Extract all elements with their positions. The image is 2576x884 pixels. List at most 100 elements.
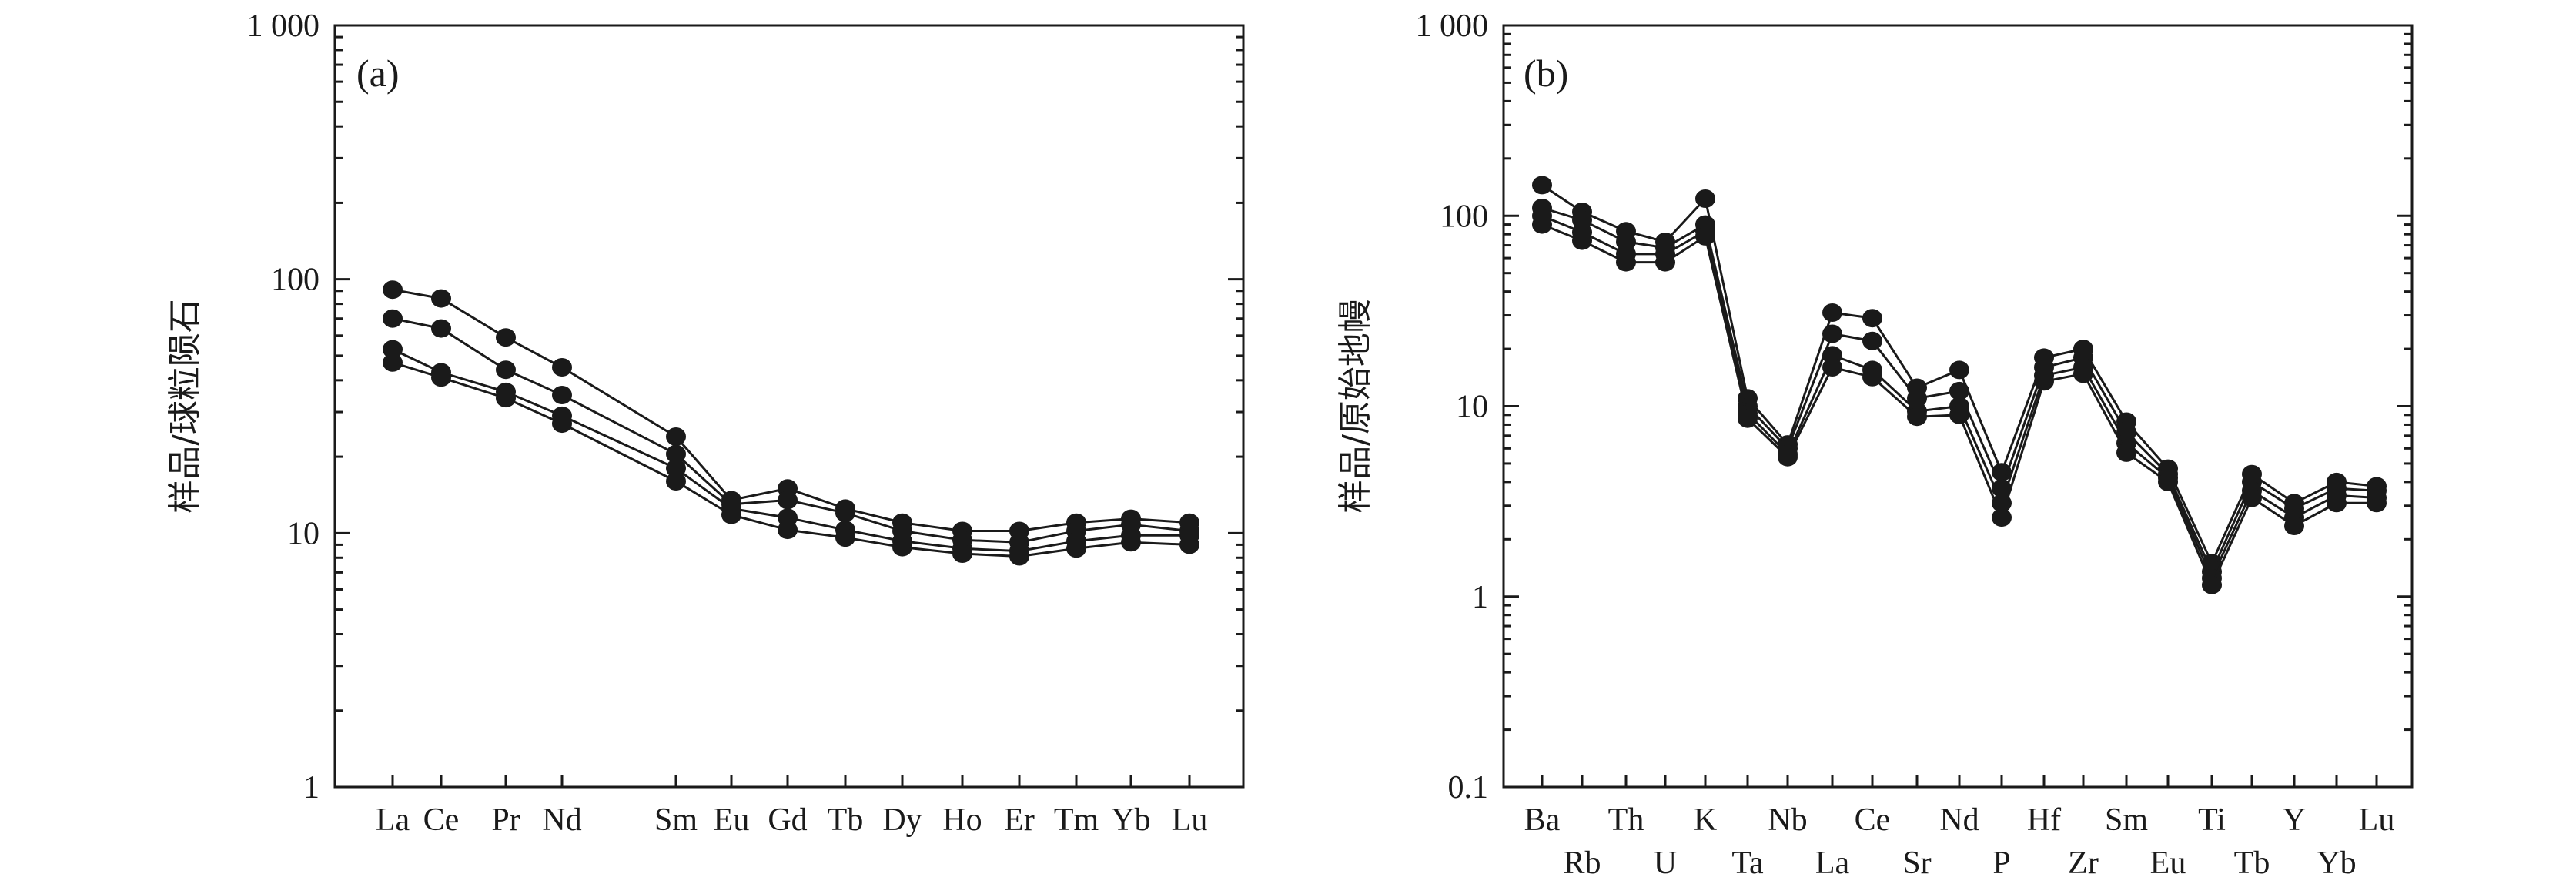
x-tick-label-er: Er bbox=[1004, 802, 1035, 838]
data-point-sm bbox=[666, 472, 686, 491]
x-tick-label-p: P bbox=[1992, 845, 2010, 881]
x-tick-label-ce: Ce bbox=[423, 802, 460, 838]
data-point-la bbox=[1822, 358, 1842, 377]
x-tick-label-la: La bbox=[376, 802, 410, 838]
x-tick-label-gd: Gd bbox=[768, 802, 807, 838]
data-point-eu bbox=[2158, 472, 2178, 491]
data-point-pr bbox=[496, 328, 516, 347]
y-tick-label: 10 bbox=[1456, 390, 1488, 425]
y-tick-label: 1 bbox=[303, 770, 319, 805]
data-point-ce bbox=[1862, 331, 1882, 350]
x-tick-label-tm: Tm bbox=[1054, 802, 1099, 838]
data-point-th bbox=[1616, 253, 1636, 272]
x-tick-label-k: K bbox=[1694, 802, 1717, 838]
series-2 bbox=[383, 309, 1199, 552]
data-point-la bbox=[383, 340, 403, 359]
data-point-tb bbox=[835, 504, 855, 523]
x-tick-label-la: La bbox=[1815, 845, 1850, 881]
data-point-u bbox=[1655, 253, 1675, 272]
data-point-sm bbox=[666, 427, 686, 446]
data-point-tb bbox=[835, 528, 855, 547]
data-point-gd bbox=[778, 491, 798, 510]
data-point-lu bbox=[2367, 494, 2387, 513]
x-tick-label-tb: Tb bbox=[2234, 845, 2270, 881]
x-tick-label-yb: Yb bbox=[1111, 802, 1150, 838]
data-point-ce bbox=[431, 289, 451, 308]
y-tick-label: 10 bbox=[287, 516, 319, 551]
data-point-la bbox=[383, 353, 403, 372]
x-tick-label-lu: Lu bbox=[1172, 802, 1208, 838]
series-4 bbox=[1532, 215, 2387, 594]
data-point-sm bbox=[666, 459, 686, 478]
data-point-rb bbox=[1572, 231, 1592, 250]
y-axis-title: 样品/球粒陨石 bbox=[166, 299, 205, 514]
data-point-tm bbox=[1066, 539, 1086, 558]
panel-label: (b) bbox=[1524, 52, 1568, 95]
data-point-tb bbox=[2242, 488, 2262, 507]
panel-a-ree-pattern: 1 10 100 1 000 (a) 样品/球粒陨石 La Ce Pr Nd Sm Eu Gd Tb Dy H… bbox=[166, 8, 1245, 838]
y-tick-label: 1 000 bbox=[247, 8, 320, 44]
data-point-nd bbox=[1949, 405, 1969, 424]
data-point-ta bbox=[1738, 409, 1758, 428]
x-tick-label-ba: Ba bbox=[1524, 802, 1561, 838]
data-point-pr bbox=[496, 360, 516, 380]
x-tick-label-rb: Rb bbox=[1563, 845, 1601, 881]
data-point-ce bbox=[431, 368, 451, 387]
x-tick-label-zr: Zr bbox=[2068, 845, 2099, 881]
data-point-la bbox=[1822, 303, 1842, 322]
x-tick-label-dy: Dy bbox=[882, 802, 922, 838]
data-point-ba bbox=[1532, 176, 1552, 195]
data-point-sm bbox=[2116, 443, 2136, 462]
x-tick-label-pr: Pr bbox=[491, 802, 520, 838]
data-point-sr bbox=[1907, 407, 1927, 427]
x-tick-label-tb: Tb bbox=[828, 802, 864, 838]
x-tick-label-hf: Hf bbox=[2027, 802, 2061, 838]
y-tick-label: 100 bbox=[271, 263, 319, 298]
data-point-ba bbox=[1532, 215, 1552, 234]
data-point-sm bbox=[666, 444, 686, 464]
series-line bbox=[392, 317, 1190, 544]
data-point-ce bbox=[1862, 367, 1882, 387]
data-point-p bbox=[1992, 508, 2012, 527]
data-point-hf bbox=[2034, 372, 2054, 391]
x-tick-label-sr: Sr bbox=[1902, 845, 1931, 881]
data-point-nd bbox=[1949, 360, 1969, 380]
x-tick-label-y: Y bbox=[2283, 802, 2306, 838]
data-point-la bbox=[1822, 324, 1842, 343]
panel-label: (a) bbox=[356, 52, 400, 95]
data-point-k bbox=[1695, 226, 1715, 246]
data-point-k bbox=[1695, 189, 1715, 208]
plot-frame bbox=[333, 24, 1245, 789]
data-point-dy bbox=[892, 537, 912, 557]
x-tick-label-ta: Ta bbox=[1731, 845, 1764, 881]
data-point-y bbox=[2284, 517, 2304, 535]
x-tick-label-sm: Sm bbox=[654, 802, 698, 838]
data-point-nd bbox=[552, 386, 572, 404]
data-point-lu bbox=[1179, 535, 1199, 554]
data-point-gd bbox=[778, 521, 798, 540]
x-tick-label-eu: Eu bbox=[2150, 845, 2186, 881]
data-point-nd bbox=[552, 414, 572, 434]
data-point-pr bbox=[496, 389, 516, 408]
data-point-nb bbox=[1778, 447, 1798, 467]
y-axis-title: 样品/原始地幔 bbox=[1336, 299, 1375, 514]
y-tick-label: 100 bbox=[1440, 199, 1488, 234]
x-tick-label-lu: Lu bbox=[2359, 802, 2395, 838]
x-tick-label-ce: Ce bbox=[1855, 802, 1891, 838]
x-tick-label-nd: Nd bbox=[542, 802, 581, 838]
series-1 bbox=[1532, 176, 2387, 573]
x-tick-label-eu: Eu bbox=[714, 802, 750, 838]
data-point-nd bbox=[1949, 381, 1969, 400]
data-point-zr bbox=[2073, 364, 2093, 383]
data-point-nd bbox=[552, 358, 572, 377]
x-tick-label-ho: Ho bbox=[942, 802, 982, 838]
y-tick-label: 0.1 bbox=[1448, 770, 1489, 805]
data-point-la bbox=[383, 280, 403, 300]
data-point-eu bbox=[721, 505, 741, 524]
x-tick-label-u: U bbox=[1654, 845, 1677, 881]
x-tick-label-th: Th bbox=[1608, 802, 1644, 838]
data-point-er bbox=[1009, 547, 1029, 566]
data-point-yb bbox=[1121, 533, 1141, 552]
